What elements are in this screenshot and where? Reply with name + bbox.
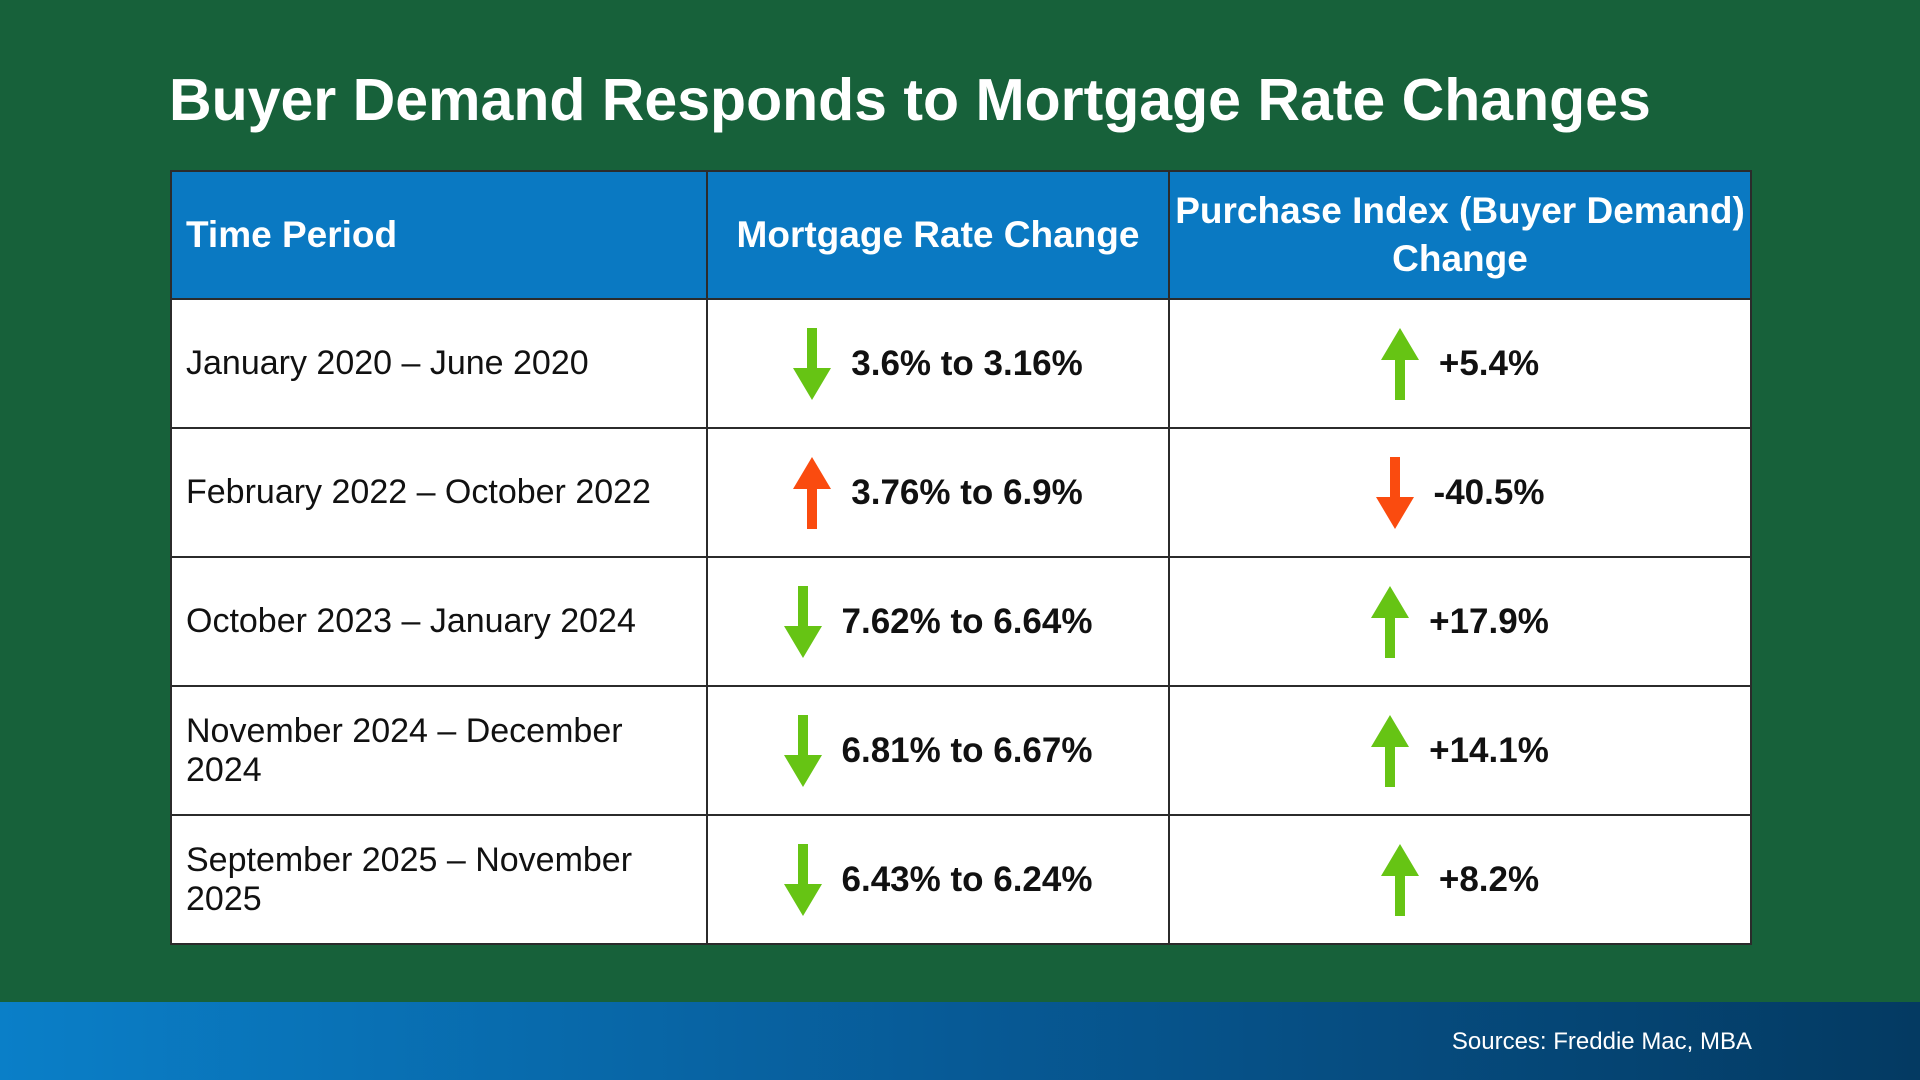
demand-change-value: +5.4%: [1438, 343, 1540, 383]
arrow-up-icon: [1371, 714, 1410, 787]
header-mortgage-rate-change: Mortgage Rate Change: [706, 170, 1170, 300]
demand-change-cell: +5.4%: [1168, 298, 1752, 429]
rate-change-value: 3.76% to 6.9%: [851, 472, 1083, 512]
header-time-period: Time Period: [170, 170, 708, 300]
demand-change-value: +17.9%: [1429, 601, 1549, 641]
arrow-up-icon: [1371, 585, 1410, 658]
source-note: Sources: Freddie Mac, MBA: [1451, 1028, 1752, 1055]
rate-change-value: 6.81% to 6.67%: [841, 730, 1093, 770]
rate-change-cell: 6.43% to 6.24%: [706, 814, 1170, 945]
table-header-row: Time Period Mortgage Rate Change Purchas…: [170, 170, 1752, 300]
demand-change-cell: +8.2%: [1168, 814, 1752, 945]
header-purchase-index-change: Purchase Index (Buyer Demand) Change: [1168, 170, 1752, 300]
demand-change-cell: -40.5%: [1168, 427, 1752, 558]
table-row: October 2023 – January 2024 7.62% to 6.6…: [170, 556, 1752, 687]
rate-change-value: 7.62% to 6.64%: [841, 601, 1093, 641]
rate-change-value: 3.6% to 3.16%: [851, 343, 1083, 383]
rate-demand-table: Time Period Mortgage Rate Change Purchas…: [170, 170, 1752, 945]
arrow-down-icon: [783, 585, 822, 658]
footer-bar: Sources: Freddie Mac, MBA: [0, 1002, 1920, 1080]
table-row: November 2024 – December 2024 6.81% to 6…: [170, 685, 1752, 816]
arrow-up-icon: [1380, 327, 1419, 400]
time-period-cell: January 2020 – June 2020: [170, 298, 708, 429]
page-title: Buyer Demand Responds to Mortgage Rate C…: [169, 67, 1651, 133]
demand-change-value: +14.1%: [1429, 730, 1549, 770]
demand-change-value: -40.5%: [1433, 472, 1545, 512]
table-row: January 2020 – June 2020 3.6% to 3.16% +…: [170, 298, 1752, 429]
rate-change-cell: 3.76% to 6.9%: [706, 427, 1170, 558]
table-row: February 2022 – October 2022 3.76% to 6.…: [170, 427, 1752, 558]
table-row: September 2025 – November 2025 6.43% to …: [170, 814, 1752, 945]
rate-change-cell: 6.81% to 6.67%: [706, 685, 1170, 816]
time-period-cell: November 2024 – December 2024: [170, 685, 708, 816]
arrow-up-icon: [1380, 843, 1419, 916]
arrow-up-icon: [793, 456, 832, 529]
arrow-down-icon: [1375, 456, 1414, 529]
demand-change-cell: +14.1%: [1168, 685, 1752, 816]
rate-change-cell: 7.62% to 6.64%: [706, 556, 1170, 687]
rate-change-value: 6.43% to 6.24%: [841, 859, 1093, 899]
time-period-cell: February 2022 – October 2022: [170, 427, 708, 558]
arrow-down-icon: [783, 843, 822, 916]
time-period-cell: October 2023 – January 2024: [170, 556, 708, 687]
arrow-down-icon: [783, 714, 822, 787]
rate-change-cell: 3.6% to 3.16%: [706, 298, 1170, 429]
arrow-down-icon: [793, 327, 832, 400]
demand-change-cell: +17.9%: [1168, 556, 1752, 687]
demand-change-value: +8.2%: [1438, 859, 1540, 899]
time-period-cell: September 2025 – November 2025: [170, 814, 708, 945]
